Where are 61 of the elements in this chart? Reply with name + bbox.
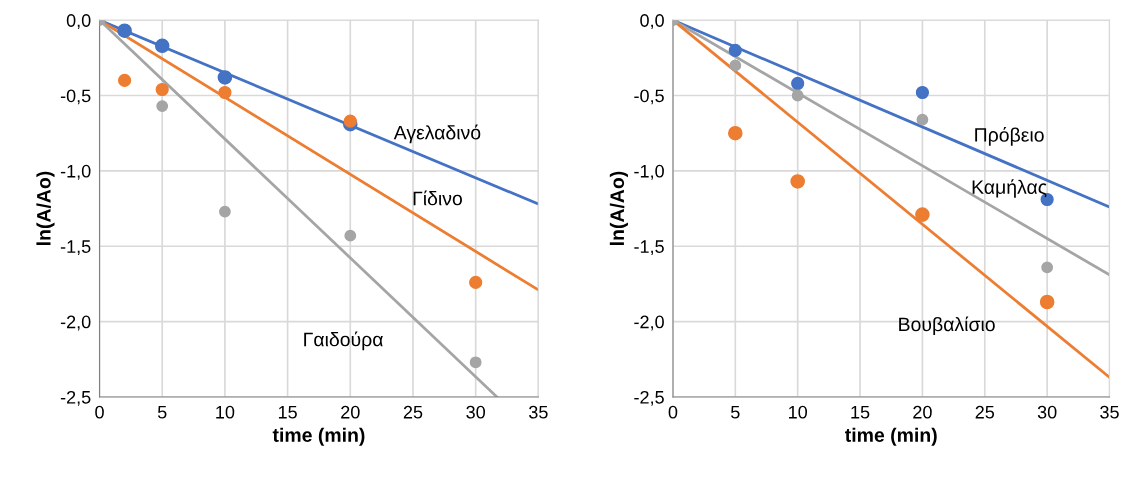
point — [791, 89, 804, 102]
point — [156, 100, 169, 112]
point — [343, 114, 357, 128]
y-tick-label: -1,5 — [634, 240, 664, 256]
y-tick-label: -2,5 — [634, 390, 664, 406]
point — [728, 43, 742, 57]
series-label: Αγελαδινό — [393, 124, 481, 144]
point — [469, 356, 482, 369]
x-tick-label: 30 — [466, 405, 485, 419]
x-tick-label: 35 — [1100, 405, 1119, 419]
y-tick-label: 0,0 — [66, 14, 91, 30]
point — [791, 76, 805, 91]
x-tick-label: 10 — [216, 405, 235, 419]
point — [344, 229, 357, 242]
x-tick-label: 35 — [529, 405, 548, 419]
y-tick-label: -1,5 — [60, 240, 91, 256]
point — [916, 113, 929, 126]
y-tick-label: -1,0 — [634, 164, 664, 180]
x-tick-label: 20 — [913, 405, 932, 419]
series-label: Γίδινο — [413, 190, 462, 206]
point — [790, 174, 805, 189]
point — [218, 85, 232, 100]
point — [154, 38, 170, 54]
y-tick-label: -2,0 — [634, 315, 664, 331]
point — [117, 23, 132, 39]
point — [1039, 294, 1055, 310]
x-tick-label: 30 — [1037, 405, 1057, 419]
x-tick-label: 15 — [851, 405, 870, 419]
point — [915, 85, 930, 100]
x-tick-label: 15 — [278, 405, 297, 419]
y-tick-label: -1,0 — [60, 164, 91, 180]
x-tick-label: 5 — [157, 405, 167, 419]
point — [155, 82, 169, 97]
y-tick-label: -0,5 — [60, 89, 91, 105]
point — [219, 205, 231, 218]
point — [217, 70, 233, 85]
x-axis-title: time (min) — [845, 427, 937, 446]
x-tick-label: 0 — [668, 405, 678, 419]
series-label: Καμήλας — [972, 179, 1047, 198]
series-label: Γαιδούρα — [304, 331, 383, 351]
x-tick-label: 25 — [975, 405, 995, 419]
point — [728, 125, 743, 141]
x-tick-label: 0 — [95, 405, 104, 419]
y-tick-label: -2,5 — [60, 390, 91, 406]
point — [729, 59, 742, 72]
x-tick-label: 20 — [341, 405, 360, 419]
point — [469, 275, 483, 290]
y-axis-title: ln(A/Ao) — [609, 171, 628, 245]
point — [118, 73, 132, 88]
y-tick-label: -0,5 — [634, 89, 664, 105]
y-tick-label: -2,0 — [60, 315, 91, 331]
x-tick-label: 5 — [731, 405, 740, 419]
y-axis-title: ln(A/Ao) — [36, 171, 55, 245]
x-axis-title: time (min) — [272, 427, 365, 446]
point — [915, 207, 930, 222]
series-label: Βουβαλίσιο — [899, 316, 995, 336]
x-tick-label: 10 — [789, 405, 808, 419]
x-tick-label: 25 — [403, 405, 423, 419]
y-tick-label: 0,0 — [640, 14, 664, 30]
point — [1041, 261, 1054, 274]
series-label: Πρόβειο — [975, 126, 1044, 146]
